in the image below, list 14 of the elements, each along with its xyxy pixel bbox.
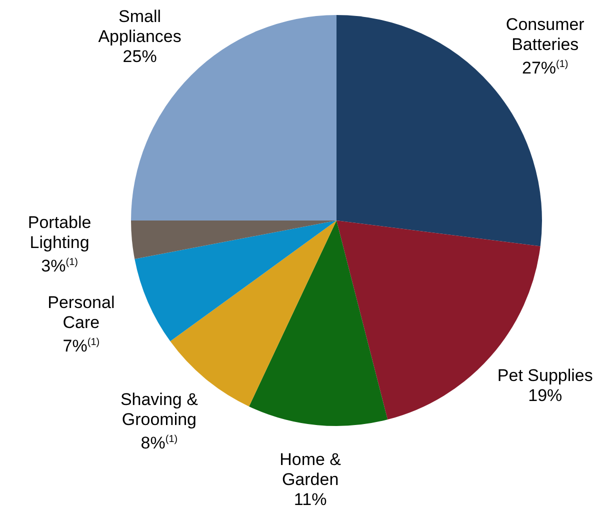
slice-label: Home & Garden [280, 450, 342, 488]
data-label: 25% [122, 46, 157, 66]
data-label: 7%$^{(1)}$ [62, 336, 100, 356]
slice-label: Personal Care [48, 292, 115, 332]
data-label: 27%$^{(1)}$ [522, 58, 568, 78]
data-label: 3%$^{(1)}$ [41, 256, 78, 276]
slice-label: Shaving & Grooming [120, 390, 198, 430]
data-label: 11% [294, 490, 327, 508]
slice-label: Pet Supplies [497, 366, 593, 385]
data-label: 8%$^{(1)}$ [140, 434, 178, 454]
slice-label: Consumer Batteries [506, 15, 584, 54]
slice-label: Portable Lighting [28, 213, 92, 252]
data-label: 19% [528, 386, 562, 405]
slice-label: Small Appliances [98, 6, 182, 46]
